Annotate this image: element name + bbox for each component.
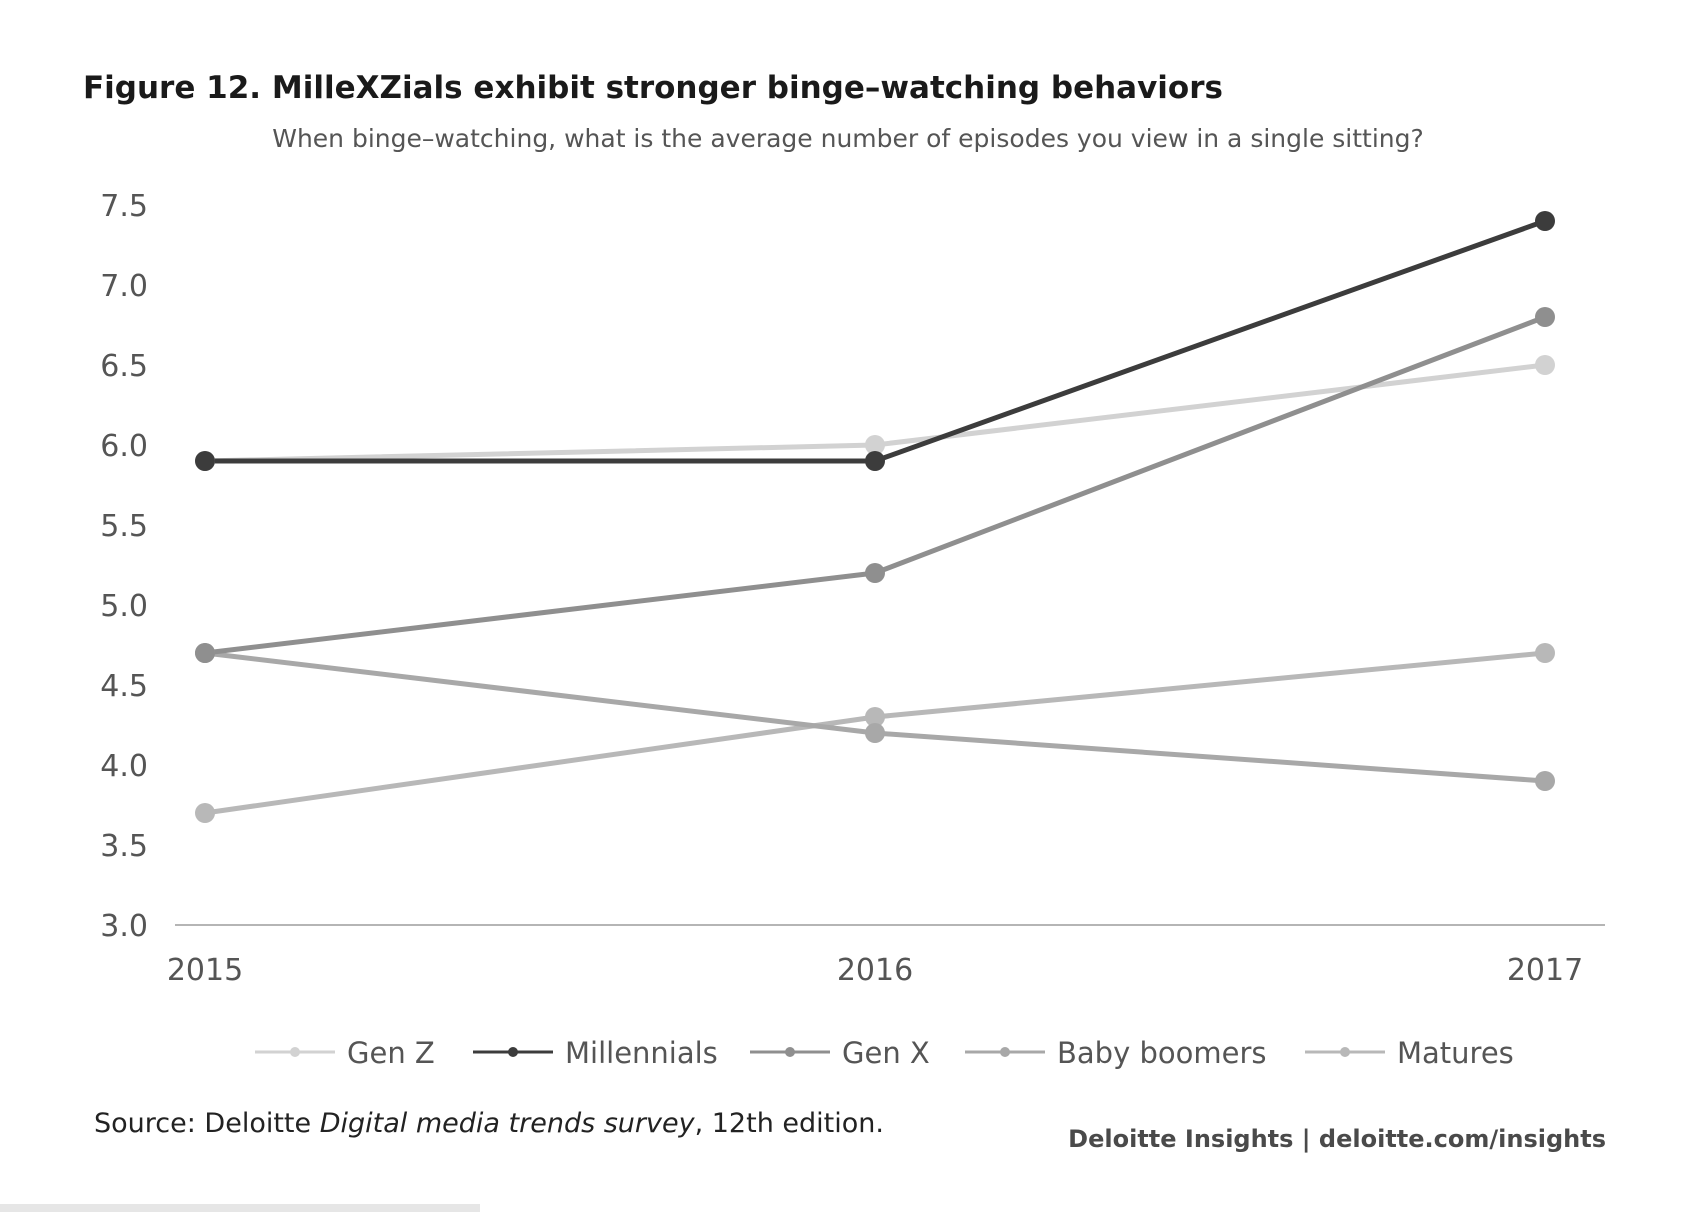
legend-marker [290, 1047, 300, 1057]
y-tick-label: 6.0 [100, 429, 148, 464]
legend-marker [508, 1047, 518, 1057]
legend-item-matures: Matures [1305, 1036, 1514, 1070]
bottom-strip [0, 1204, 480, 1212]
y-tick-label: 5.0 [100, 589, 148, 624]
y-tick-label: 3.5 [100, 829, 148, 864]
data-point-matures [865, 707, 885, 727]
legend-label: Gen Z [347, 1036, 435, 1070]
line-chart: 3.03.54.04.55.05.56.06.57.07.5 2015 2016 2… [100, 189, 1605, 1070]
x-axis-ticks: 2015 2016 2017 [167, 953, 1583, 988]
figure-title: Figure 12. MilleXZials exhibit stronger … [83, 70, 1223, 106]
source-note: Source: Deloitte Digital media trends su… [94, 1108, 884, 1139]
chart-legend: Gen Z Millennials Gen X Baby boomers Matures [255, 1036, 1514, 1070]
data-point-gen-z [865, 435, 885, 455]
data-point-matures [1535, 643, 1555, 663]
source-publication: Digital media trends survey [319, 1108, 695, 1139]
figure-subtitle: When binge–watching, what is the average… [272, 124, 1424, 153]
legend-item-gen-z: Gen Z [255, 1036, 435, 1070]
data-point-baby-boomers [1535, 771, 1555, 791]
deloitte-credit[interactable]: Deloitte Insights | deloitte.com/insight… [1068, 1125, 1606, 1153]
source-suffix: , 12th edition. [694, 1108, 884, 1139]
legend-label: Gen X [842, 1036, 930, 1070]
legend-marker [1340, 1047, 1350, 1057]
legend-label: Millennials [565, 1036, 718, 1070]
y-tick-label: 4.0 [100, 749, 148, 784]
y-axis-ticks: 3.0 3.5 4.0 4.5 5.0 5.5 6.0 6.5 7.0 7.5 [100, 189, 148, 944]
data-point-millennials [865, 451, 885, 471]
series-line-gen-x [202, 314, 1548, 656]
legend-item-millennials: Millennials [473, 1036, 718, 1070]
y-tick-label: 3.0 [100, 909, 148, 944]
data-point-matures [195, 803, 215, 823]
legend-label: Baby boomers [1057, 1036, 1266, 1070]
source-prefix: Source: Deloitte [94, 1108, 320, 1139]
legend-marker [1000, 1047, 1010, 1057]
y-tick-label: 6.5 [100, 349, 148, 384]
legend-item-baby-boomers: Baby boomers [965, 1036, 1266, 1070]
y-tick-label: 7.0 [100, 269, 148, 304]
data-point-millennials [1535, 211, 1555, 231]
data-point-millennials [195, 451, 215, 471]
x-tick-label: 2016 [837, 953, 913, 988]
series-points [195, 211, 1555, 823]
data-point-gen-x [865, 563, 885, 583]
legend-label: Matures [1397, 1036, 1514, 1070]
series-line-millennials [202, 218, 1548, 464]
y-tick-label: 4.5 [100, 669, 148, 704]
x-tick-label: 2015 [167, 953, 243, 988]
data-point-gen-x [1535, 307, 1555, 327]
legend-item-gen-x: Gen X [750, 1036, 930, 1070]
data-point-gen-z [1535, 355, 1555, 375]
y-tick-label: 5.5 [100, 509, 148, 544]
legend-marker [785, 1047, 795, 1057]
y-tick-label: 7.5 [100, 189, 148, 224]
x-tick-label: 2017 [1507, 953, 1583, 988]
data-point-baby-boomers [865, 723, 885, 743]
data-point-gen-x [195, 643, 215, 663]
